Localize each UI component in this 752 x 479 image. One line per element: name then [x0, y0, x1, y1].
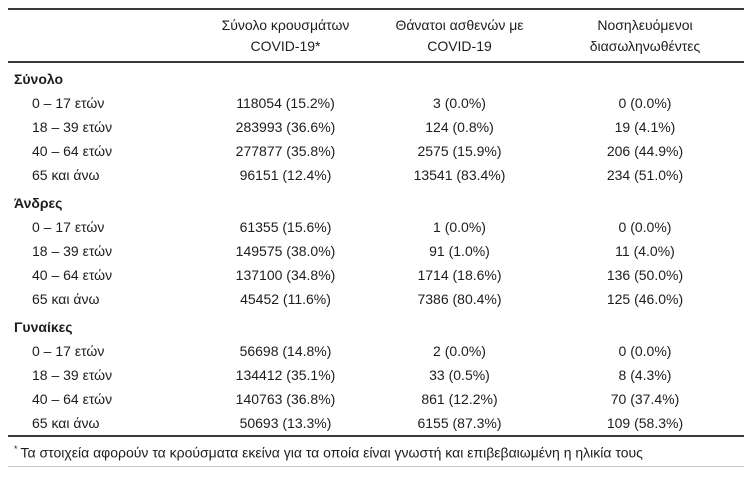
- group-row-spacer: [198, 311, 744, 339]
- age-label: 0 – 17 ετών: [32, 343, 105, 359]
- intubated-cell: 234 (51.0%): [606, 167, 684, 183]
- cases-cell: 96151 (12.4%): [239, 167, 332, 183]
- footnote-text: Τα στοιχεία αφορούν τα κρούσματα εκείνα …: [20, 444, 643, 461]
- table-row: 0 – 17 ετών 61355 (15.6%) 1 (0.0%) 0 (0.…: [8, 215, 744, 239]
- deaths-cell: 861 (12.2%): [421, 391, 498, 407]
- group-label-men: Άνδρες: [14, 195, 63, 211]
- col-header-intubated-line1: Νοσηλευόμενοι: [597, 17, 693, 33]
- table-row: 65 και άνω 45452 (11.6%) 7386 (80.4%) 12…: [8, 287, 744, 311]
- table-row: 0 – 17 ετών 118054 (15.2%) 3 (0.0%) 0 (0…: [8, 91, 744, 115]
- intubated-cell: 0 (0.0%): [618, 343, 672, 359]
- deaths-cell: 124 (0.8%): [425, 119, 494, 135]
- deaths-cell: 1714 (18.6%): [417, 267, 502, 283]
- group-row-spacer: [198, 62, 744, 91]
- cases-cell: 137100 (34.8%): [235, 267, 336, 283]
- col-header-intubated-line2: διασωληνωθέντες: [589, 38, 701, 54]
- age-label: 65 και άνω: [32, 167, 100, 183]
- table-row: 40 – 64 ετών 137100 (34.8%) 1714 (18.6%)…: [8, 263, 744, 287]
- table-footnote: * Τα στοιχεία αφορούν τα κρούσματα εκείνα…: [8, 435, 744, 467]
- age-label: 0 – 17 ετών: [32, 219, 105, 235]
- cases-cell: 140763 (36.8%): [235, 391, 336, 407]
- age-label: 18 – 39 ετών: [32, 243, 113, 259]
- table-row: 18 – 39 ετών 283993 (36.6%) 124 (0.8%) 1…: [8, 115, 744, 139]
- intubated-cell: 0 (0.0%): [618, 219, 672, 235]
- group-label-women: Γυναίκες: [14, 319, 73, 335]
- deaths-cell: 2575 (15.9%): [417, 143, 502, 159]
- cases-cell: 277877 (35.8%): [235, 143, 336, 159]
- intubated-cell: 125 (46.0%): [606, 291, 684, 307]
- col-header-deaths-line1: Θάνατοι ασθενών με: [395, 17, 524, 33]
- age-label: 18 – 39 ετών: [32, 119, 113, 135]
- age-label: 18 – 39 ετών: [32, 367, 113, 383]
- col-header-cases-line1: Σύνολο κρουσμάτων: [221, 17, 350, 33]
- table-row: 40 – 64 ετών 140763 (36.8%) 861 (12.2%) …: [8, 387, 744, 411]
- intubated-cell: 19 (4.1%): [614, 119, 676, 135]
- footnote-asterisk: *: [14, 444, 18, 454]
- cases-cell: 118054 (15.2%): [236, 95, 335, 111]
- deaths-cell: 6155 (87.3%): [417, 415, 502, 431]
- deaths-cell: 2 (0.0%): [433, 343, 486, 359]
- table-header: Σύνολο κρουσμάτων COVID-19* Θάνατοι ασθε…: [8, 9, 744, 63]
- covid-age-table-container: Σύνολο κρουσμάτων COVID-19* Θάνατοι ασθε…: [8, 8, 744, 467]
- cases-cell: 149575 (38.0%): [235, 243, 336, 259]
- cases-cell: 283993 (36.6%): [235, 119, 336, 135]
- intubated-cell: 0 (0.0%): [618, 95, 672, 111]
- age-label: 40 – 64 ετών: [32, 267, 113, 283]
- deaths-cell: 91 (1.0%): [429, 243, 490, 259]
- col-header-cases: Σύνολο κρουσμάτων COVID-19*: [198, 9, 373, 63]
- col-header-cases-line2: COVID-19*: [250, 38, 321, 54]
- table-row: 65 και άνω 96151 (12.4%) 13541 (83.4%) 2…: [8, 163, 744, 187]
- table-row: 0 – 17 ετών 56698 (14.8%) 2 (0.0%) 0 (0.…: [8, 339, 744, 363]
- age-label: 40 – 64 ετών: [32, 143, 113, 159]
- cases-cell: 61355 (15.6%): [239, 219, 332, 235]
- group-row-spacer: [198, 187, 744, 215]
- group-header-row: Άνδρες: [8, 187, 744, 215]
- age-label: 40 – 64 ετών: [32, 391, 113, 407]
- deaths-cell: 33 (0.5%): [429, 367, 490, 383]
- age-label: 65 και άνω: [32, 291, 100, 307]
- deaths-cell: 3 (0.0%): [433, 95, 486, 111]
- intubated-cell: 136 (50.0%): [606, 267, 684, 283]
- deaths-cell: 13541 (83.4%): [413, 167, 506, 183]
- cases-cell: 56698 (14.8%): [239, 343, 332, 359]
- covid-age-table: Σύνολο κρουσμάτων COVID-19* Θάνατοι ασθε…: [8, 8, 744, 435]
- intubated-cell: 70 (37.4%): [610, 391, 680, 407]
- table-row: 18 – 39 ετών 149575 (38.0%) 91 (1.0%) 11…: [8, 239, 744, 263]
- group-label-total: Σύνολο: [14, 71, 64, 87]
- cases-cell: 134412 (35.1%): [235, 367, 336, 383]
- intubated-cell: 11 (4.0%): [615, 243, 675, 259]
- deaths-cell: 7386 (80.4%): [417, 291, 502, 307]
- header-corner-empty: [8, 9, 198, 63]
- intubated-cell: 206 (44.9%): [606, 143, 684, 159]
- col-header-deaths-line2: COVID-19: [427, 38, 492, 54]
- cases-cell: 50693 (13.3%): [239, 415, 332, 431]
- table-row: 40 – 64 ετών 277877 (35.8%) 2575 (15.9%)…: [8, 139, 744, 163]
- col-header-intubated: Νοσηλευόμενοι διασωληνωθέντες: [546, 9, 744, 63]
- col-header-deaths: Θάνατοι ασθενών με COVID-19: [373, 9, 546, 63]
- cases-cell: 45452 (11.6%): [240, 291, 331, 307]
- intubated-cell: 8 (4.3%): [618, 367, 672, 383]
- table-row: 65 και άνω 50693 (13.3%) 6155 (87.3%) 10…: [8, 411, 744, 435]
- table-row: 18 – 39 ετών 134412 (35.1%) 33 (0.5%) 8 …: [8, 363, 744, 387]
- age-label: 65 και άνω: [32, 415, 100, 431]
- group-header-row: Γυναίκες: [8, 311, 744, 339]
- header-row: Σύνολο κρουσμάτων COVID-19* Θάνατοι ασθε…: [8, 9, 744, 63]
- group-header-row: Σύνολο: [8, 62, 744, 91]
- age-label: 0 – 17 ετών: [32, 95, 105, 111]
- deaths-cell: 1 (0.0%): [433, 219, 486, 235]
- intubated-cell: 109 (58.3%): [606, 415, 684, 431]
